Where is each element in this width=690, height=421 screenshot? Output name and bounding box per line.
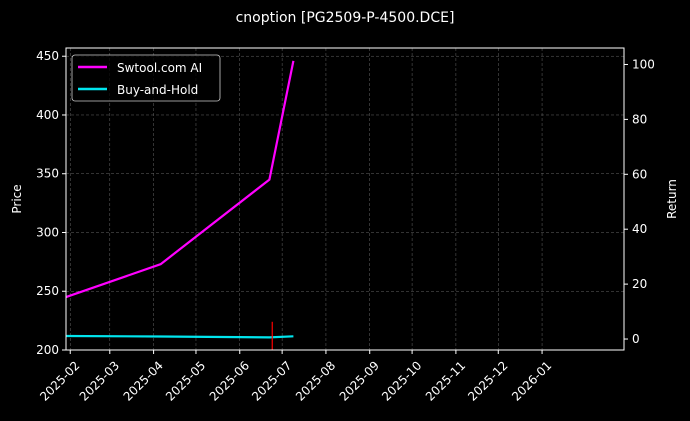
y-axis-label: Price — [10, 184, 24, 213]
chart-title: cnoption [PG2509-P-4500.DCE] — [236, 10, 455, 26]
y2-tick-label: 40 — [632, 222, 647, 236]
y2-tick-label: 20 — [632, 277, 647, 291]
series-line-swtool — [65, 60, 295, 299]
plot-area — [65, 60, 295, 350]
y-tick-label: 300 — [36, 225, 59, 239]
y-tick-label: 250 — [36, 284, 59, 298]
y-tick-label: 200 — [36, 343, 59, 357]
y-tick-label: 350 — [36, 167, 59, 181]
series-line-buy-and-hold — [65, 334, 294, 339]
legend-label-swtool: Swtool.com AI — [117, 61, 202, 75]
y2-axis-label: Return — [665, 179, 679, 219]
legend: Swtool.com AI Buy-and-Hold — [71, 54, 221, 102]
y-tick-label: 450 — [36, 49, 59, 63]
y-tick-label: 400 — [36, 108, 59, 122]
y2-tick-label: 80 — [632, 112, 647, 126]
y2-tick-label: 60 — [632, 167, 647, 181]
y2-tick-label: 100 — [632, 57, 655, 71]
legend-label-buy-and-hold: Buy-and-Hold — [117, 83, 198, 97]
plot-frame — [65, 47, 625, 351]
y2-tick-label: 0 — [632, 332, 640, 346]
legend-box — [71, 54, 221, 102]
